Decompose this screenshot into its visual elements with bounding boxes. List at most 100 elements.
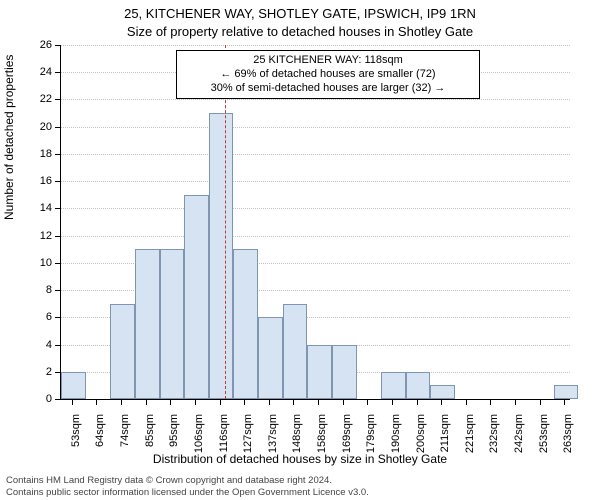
y-tick-mark (55, 290, 60, 291)
x-tick-mark (170, 400, 171, 405)
y-tick-mark (55, 236, 60, 237)
x-tick-label: 242sqm (513, 414, 525, 466)
y-tick-label: 2 (22, 366, 52, 378)
histogram-bar (554, 385, 579, 399)
gridline (61, 99, 570, 100)
histogram-bar (209, 113, 234, 399)
plot-area: 25 KITCHENER WAY: 118sqm ← 69% of detach… (60, 45, 570, 400)
histogram-bar (184, 195, 209, 399)
x-tick-mark (343, 400, 344, 405)
y-tick-label: 8 (22, 284, 52, 296)
y-tick-mark (55, 317, 60, 318)
chart-title: Size of property relative to detached ho… (0, 24, 600, 39)
x-tick-mark (121, 400, 122, 405)
x-tick-label: 169sqm (341, 414, 353, 466)
annotation-line-1: 25 KITCHENER WAY: 118sqm (183, 54, 473, 68)
gridline (61, 236, 570, 237)
x-tick-label: 211sqm (439, 414, 451, 466)
gridline (61, 154, 570, 155)
y-tick-label: 0 (22, 393, 52, 405)
x-tick-mark (269, 400, 270, 405)
histogram-bar (283, 304, 308, 399)
gridline (61, 45, 570, 46)
histogram-bar (381, 372, 406, 399)
x-tick-label: 53sqm (70, 414, 82, 466)
x-tick-label: 85sqm (144, 414, 156, 466)
y-tick-label: 24 (22, 66, 52, 78)
x-tick-label: 95sqm (168, 414, 180, 466)
histogram-bar (406, 372, 431, 399)
y-tick-label: 12 (22, 230, 52, 242)
y-axis-label: Number of detached properties (2, 55, 16, 220)
x-tick-label: 190sqm (390, 414, 402, 466)
y-tick-label: 14 (22, 202, 52, 214)
x-tick-mark (244, 400, 245, 405)
x-tick-mark (195, 400, 196, 405)
x-tick-mark (515, 400, 516, 405)
annotation-line-3: 30% of semi-detached houses are larger (… (183, 82, 473, 96)
y-tick-label: 16 (22, 175, 52, 187)
gridline (61, 181, 570, 182)
y-tick-label: 22 (22, 93, 52, 105)
y-tick-label: 6 (22, 311, 52, 323)
attribution-footer: Contains HM Land Registry data © Crown c… (6, 475, 369, 498)
x-tick-label: 74sqm (119, 414, 131, 466)
x-tick-mark (96, 400, 97, 405)
x-tick-label: 116sqm (218, 414, 230, 466)
x-tick-mark (441, 400, 442, 405)
x-tick-mark (220, 400, 221, 405)
x-tick-label: 106sqm (193, 414, 205, 466)
x-tick-label: 127sqm (242, 414, 254, 466)
y-tick-mark (55, 345, 60, 346)
histogram-bar (258, 317, 283, 399)
root: 25, KITCHENER WAY, SHOTLEY GATE, IPSWICH… (0, 0, 600, 500)
y-tick-mark (55, 99, 60, 100)
histogram-bar (160, 249, 185, 399)
x-tick-label: 200sqm (415, 414, 427, 466)
histogram-bar (307, 345, 332, 399)
y-tick-mark (55, 45, 60, 46)
y-tick-mark (55, 399, 60, 400)
x-tick-label: 232sqm (488, 414, 500, 466)
y-tick-mark (55, 181, 60, 182)
x-tick-mark (466, 400, 467, 405)
footer-line-1: Contains HM Land Registry data © Crown c… (6, 475, 369, 486)
x-tick-mark (392, 400, 393, 405)
gridline (61, 208, 570, 209)
histogram-bar (135, 249, 160, 399)
x-tick-label: 148sqm (291, 414, 303, 466)
y-tick-mark (55, 127, 60, 128)
x-tick-mark (490, 400, 491, 405)
histogram-bar (61, 372, 86, 399)
x-tick-label: 253sqm (538, 414, 550, 466)
footer-line-2: Contains public sector information licen… (6, 487, 369, 498)
histogram-bar (110, 304, 135, 399)
x-tick-label: 137sqm (267, 414, 279, 466)
annotation-box: 25 KITCHENER WAY: 118sqm ← 69% of detach… (176, 50, 480, 99)
histogram-bar (332, 345, 357, 399)
x-tick-mark (540, 400, 541, 405)
x-tick-mark (367, 400, 368, 405)
x-tick-label: 64sqm (94, 414, 106, 466)
x-tick-label: 221sqm (464, 414, 476, 466)
gridline (61, 127, 570, 128)
histogram-bar (430, 385, 455, 399)
y-tick-mark (55, 208, 60, 209)
x-tick-label: 179sqm (365, 414, 377, 466)
x-tick-mark (564, 400, 565, 405)
x-tick-label: 158sqm (316, 414, 328, 466)
chart-supertitle: 25, KITCHENER WAY, SHOTLEY GATE, IPSWICH… (0, 6, 600, 21)
x-tick-mark (293, 400, 294, 405)
x-tick-mark (146, 400, 147, 405)
x-tick-mark (72, 400, 73, 405)
y-tick-label: 10 (22, 257, 52, 269)
x-tick-mark (318, 400, 319, 405)
y-tick-label: 4 (22, 339, 52, 351)
y-tick-mark (55, 263, 60, 264)
histogram-bar (233, 249, 258, 399)
y-tick-mark (55, 154, 60, 155)
x-tick-mark (417, 400, 418, 405)
y-tick-label: 20 (22, 121, 52, 133)
y-tick-label: 26 (22, 39, 52, 51)
y-tick-mark (55, 72, 60, 73)
